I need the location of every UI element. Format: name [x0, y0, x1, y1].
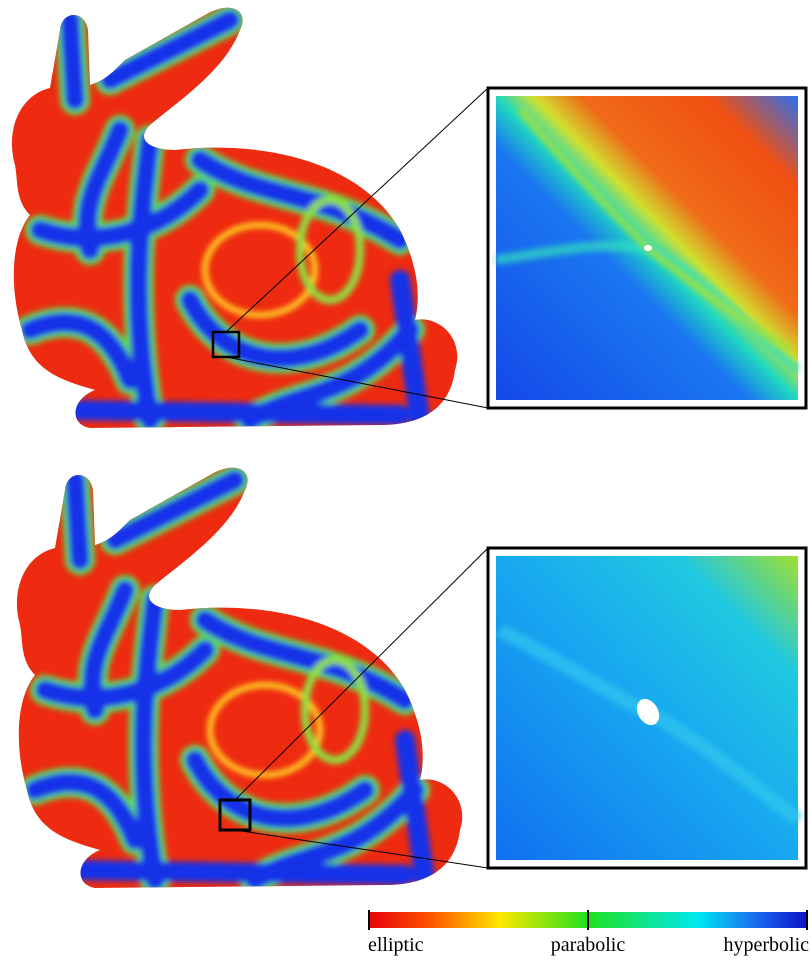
colorbar-label: parabolic	[551, 934, 626, 956]
figure: elliptic parabolic hyperbolic	[0, 0, 811, 963]
colorbar: elliptic parabolic hyperbolic	[368, 910, 809, 956]
bunny-render	[0, 0, 470, 440]
bunny-render	[5, 460, 475, 900]
inset	[488, 88, 806, 408]
inset	[488, 548, 806, 868]
colorbar-label: elliptic	[368, 934, 424, 956]
colorbar-label: hyperbolic	[723, 934, 809, 956]
